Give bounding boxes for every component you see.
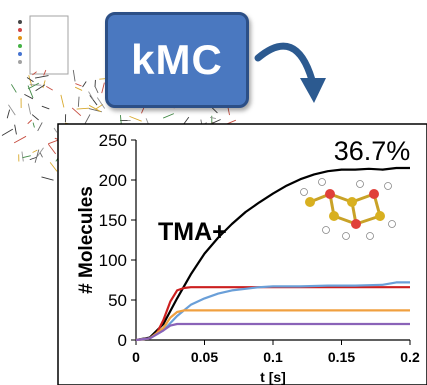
y-tick-label: 200 (99, 171, 127, 190)
y-tick-label: 100 (99, 251, 127, 270)
lattice-bond (39, 152, 43, 158)
legend-dot (18, 20, 22, 24)
tma-annotation: TMA+ (158, 218, 227, 246)
lattice-bond (32, 149, 38, 153)
lattice-bond (72, 69, 76, 82)
series-line-4 (135, 309, 410, 342)
lattice-bond (27, 85, 34, 99)
lattice-bond (210, 116, 217, 119)
lattice-bond (10, 84, 17, 93)
legend-dot (18, 52, 22, 56)
lattice-bond (74, 86, 83, 91)
lattice-bond (47, 143, 56, 155)
lattice-bond (36, 147, 44, 157)
lattice-bond (212, 119, 221, 124)
lattice-bond (34, 149, 40, 163)
lattice-bond (41, 105, 50, 110)
legend-thumbnail (29, 15, 69, 75)
axis-ticks (131, 139, 411, 345)
axis-tick-labels: 0 0.05 0.1 0.15 0.2 0 50 100 150 200 250 (99, 131, 420, 365)
lattice-bond (88, 91, 94, 101)
kmc-badge: kMC (105, 12, 249, 108)
molecule-icon (300, 178, 396, 240)
lattice-bond (24, 93, 34, 100)
lattice-bond (53, 127, 58, 133)
kmc-label: kMC (131, 36, 223, 83)
x-tick-label: 0.05 (191, 349, 218, 365)
x-tick-label: 0.1 (263, 349, 283, 365)
series-line-3 (135, 281, 410, 342)
x-axis-label: t [s] (260, 369, 286, 385)
lattice-bond (28, 75, 33, 87)
lattice-bond (32, 122, 35, 128)
legend-dot (18, 44, 22, 48)
lattice-bond (42, 80, 46, 89)
lattice-bond (163, 113, 175, 119)
lattice-bond (1, 128, 14, 136)
lattice-bond (26, 77, 34, 83)
lattice-bond (41, 176, 54, 181)
y-tick-label: 150 (99, 211, 127, 230)
legend-dot (18, 60, 22, 64)
lattice-bond (89, 95, 98, 106)
lattice-bond (32, 71, 37, 76)
y-tick-label: 0 (118, 331, 127, 350)
lattice-bond (8, 104, 16, 116)
x-tick-label: 0 (132, 349, 140, 365)
series-group (135, 166, 410, 342)
lattice-bond (82, 81, 87, 88)
lattice-bond (101, 82, 105, 94)
lattice-bond (27, 119, 33, 125)
y-tick-label: 250 (99, 131, 127, 150)
lattice-bond (88, 104, 101, 113)
legend-dot (18, 36, 22, 40)
lattice-bond (34, 75, 49, 79)
lattice-bond (31, 114, 39, 121)
legend-dot (18, 28, 22, 32)
x-tick-label: 0.2 (400, 349, 420, 365)
lattice-bond (96, 97, 106, 109)
lattice-bond (75, 83, 82, 87)
lattice-bond (29, 156, 37, 161)
series-line-5 (135, 322, 410, 342)
lattice-bond (27, 82, 40, 90)
lattice-bond (49, 162, 58, 172)
lattice-bond (43, 69, 47, 76)
y-tick-label: 50 (108, 291, 127, 310)
lattice-bond (35, 84, 46, 92)
lattice-bond (60, 94, 65, 108)
curved-arrow-icon (254, 42, 326, 103)
lattice-bond (76, 107, 89, 110)
series-line-1 (135, 166, 410, 342)
lattice-bond (141, 107, 145, 114)
lattice-bond (94, 103, 104, 110)
lattice-bond (71, 107, 82, 117)
lattice-bond (22, 155, 31, 159)
chart-frame (57, 123, 427, 385)
x-tick-label: 0.15 (328, 349, 355, 365)
lattice-bond (77, 96, 80, 107)
y-axis-label: # Molecules (76, 186, 97, 294)
lattice-bond (14, 124, 17, 135)
chart-panel: 0 0.05 0.1 0.15 0.2 0 50 100 150 200 250 36.7% TMA… (57, 123, 427, 385)
lattice-bond (46, 85, 53, 91)
lattice-bond (211, 107, 218, 114)
lattice-bond (37, 122, 43, 132)
lattice-bond (27, 103, 32, 115)
lattice-bond (6, 109, 11, 119)
chart-title: 36.7% (334, 136, 411, 166)
lattice-bond (13, 135, 27, 144)
lattice-bond (94, 86, 99, 94)
lattice-bond (21, 151, 24, 162)
lattice-bond (129, 115, 142, 122)
